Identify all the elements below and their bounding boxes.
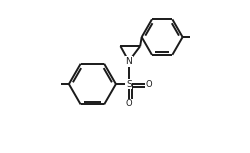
Text: O: O [126,99,132,108]
Text: S: S [126,80,132,89]
Text: O: O [145,80,152,89]
Text: N: N [126,57,132,66]
